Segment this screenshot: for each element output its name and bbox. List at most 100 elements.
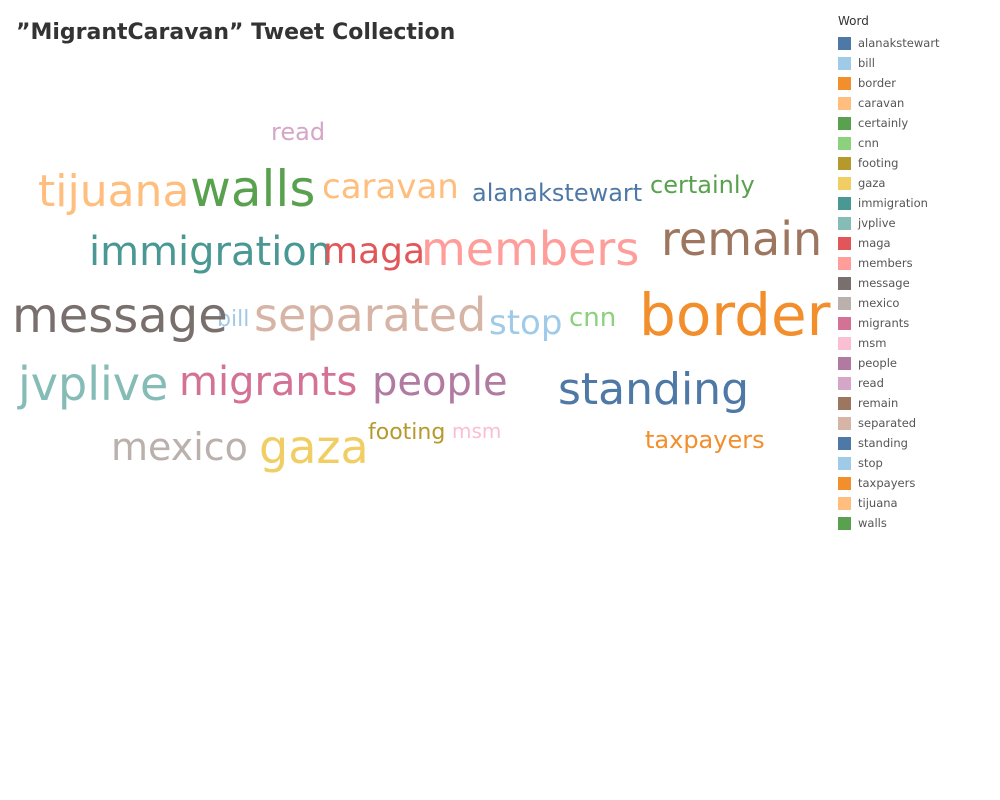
word-standing: standing bbox=[558, 364, 749, 415]
legend-item-cnn: cnn bbox=[838, 133, 988, 153]
legend-item-footing: footing bbox=[838, 153, 988, 173]
legend-item-jvplive: jvplive bbox=[838, 213, 988, 233]
legend-swatch bbox=[838, 416, 851, 430]
word-alanakstewart: alanakstewart bbox=[472, 179, 643, 207]
legend-label: taxpayers bbox=[858, 476, 916, 490]
legend-label: remain bbox=[858, 396, 899, 410]
word-maga: maga bbox=[323, 231, 426, 272]
legend-label: alanakstewart bbox=[858, 36, 940, 50]
word-tijuana: tijuana bbox=[38, 166, 190, 217]
legend-item-border: border bbox=[838, 73, 988, 93]
legend-item-message: message bbox=[838, 273, 988, 293]
legend-item-certainly: certainly bbox=[838, 113, 988, 133]
legend-item-separated: separated bbox=[838, 413, 988, 433]
legend-label: people bbox=[858, 356, 897, 370]
legend-item-walls: walls bbox=[838, 513, 988, 533]
legend-swatch bbox=[838, 156, 851, 170]
legend: Word alanakstewart bill border caravan certa… bbox=[838, 14, 988, 533]
word-stop: stop bbox=[489, 303, 563, 343]
legend-swatch bbox=[838, 96, 851, 110]
legend-item-mexico: mexico bbox=[838, 293, 988, 313]
legend-swatch bbox=[838, 276, 851, 290]
word-gaza: gaza bbox=[259, 420, 369, 474]
legend-swatch bbox=[838, 136, 851, 150]
legend-item-alanakstewart: alanakstewart bbox=[838, 33, 988, 53]
legend-swatch bbox=[838, 116, 851, 130]
legend-swatch bbox=[838, 56, 851, 70]
legend-swatch bbox=[838, 36, 851, 50]
legend-label: members bbox=[858, 256, 913, 270]
legend-label: maga bbox=[858, 236, 891, 250]
legend-label: immigration bbox=[858, 196, 928, 210]
word-remain: remain bbox=[661, 212, 823, 266]
legend-label: bill bbox=[858, 56, 875, 70]
legend-swatch bbox=[838, 476, 851, 490]
legend-item-stop: stop bbox=[838, 453, 988, 473]
word-bill: bill bbox=[217, 307, 250, 332]
legend-item-maga: maga bbox=[838, 233, 988, 253]
legend-swatch bbox=[838, 456, 851, 470]
legend-swatch bbox=[838, 396, 851, 410]
word-walls: walls bbox=[190, 160, 316, 218]
legend-swatch bbox=[838, 496, 851, 510]
legend-swatch bbox=[838, 256, 851, 270]
legend-label: walls bbox=[858, 516, 887, 530]
legend-item-immigration: immigration bbox=[838, 193, 988, 213]
word-footing: footing bbox=[368, 420, 446, 445]
legend-item-tijuana: tijuana bbox=[838, 493, 988, 513]
legend-label: message bbox=[858, 276, 910, 290]
word-migrants: migrants bbox=[179, 359, 358, 405]
legend-label: separated bbox=[858, 416, 917, 430]
legend-swatch bbox=[838, 356, 851, 370]
legend-swatch bbox=[838, 76, 851, 90]
word-members: members bbox=[421, 222, 640, 276]
legend-swatch bbox=[838, 176, 851, 190]
legend-item-members: members bbox=[838, 253, 988, 273]
legend-item-remain: remain bbox=[838, 393, 988, 413]
legend-swatch bbox=[838, 196, 851, 210]
legend-swatch bbox=[838, 436, 851, 450]
chart-title: ”MigrantCaravan” Tweet Collection bbox=[16, 20, 456, 45]
legend-label: read bbox=[858, 376, 884, 390]
word-people: people bbox=[372, 359, 508, 405]
legend-item-gaza: gaza bbox=[838, 173, 988, 193]
legend-label: standing bbox=[858, 436, 908, 450]
legend-item-read: read bbox=[838, 373, 988, 393]
legend-swatch bbox=[838, 336, 851, 350]
legend-label: cnn bbox=[858, 136, 879, 150]
legend-label: msm bbox=[858, 336, 887, 350]
word-msm: msm bbox=[452, 419, 502, 443]
legend-label: caravan bbox=[858, 96, 905, 110]
legend-label: migrants bbox=[858, 316, 910, 330]
legend-label: gaza bbox=[858, 176, 886, 190]
word-taxpayers: taxpayers bbox=[645, 426, 765, 454]
word-message: message bbox=[12, 288, 228, 344]
legend-item-migrants: migrants bbox=[838, 313, 988, 333]
legend-items: alanakstewart bill border caravan certainly c… bbox=[838, 33, 988, 533]
legend-label: stop bbox=[858, 456, 883, 470]
legend-label: mexico bbox=[858, 296, 900, 310]
word-caravan: caravan bbox=[322, 167, 459, 207]
legend-swatch bbox=[838, 376, 851, 390]
legend-label: footing bbox=[858, 156, 899, 170]
word-certainly: certainly bbox=[650, 171, 755, 199]
legend-item-people: people bbox=[838, 353, 988, 373]
word-cloud: alanakstewart bill border caravan certainly c… bbox=[12, 118, 830, 474]
word-mexico: mexico bbox=[111, 425, 248, 469]
word-jvplive: jvplive bbox=[18, 357, 169, 411]
legend-swatch bbox=[838, 516, 851, 530]
legend-item-bill: bill bbox=[838, 53, 988, 73]
legend-item-standing: standing bbox=[838, 433, 988, 453]
legend-title: Word bbox=[838, 14, 869, 28]
word-separated: separated bbox=[254, 288, 487, 342]
word-read: read bbox=[271, 118, 326, 146]
legend-label: border bbox=[858, 76, 896, 90]
legend-swatch bbox=[838, 296, 851, 310]
legend-label: tijuana bbox=[858, 496, 898, 510]
legend-swatch bbox=[838, 236, 851, 250]
legend-item-taxpayers: taxpayers bbox=[838, 473, 988, 493]
legend-item-caravan: caravan bbox=[838, 93, 988, 113]
legend-item-msm: msm bbox=[838, 333, 988, 353]
legend-swatch bbox=[838, 216, 851, 230]
legend-swatch bbox=[838, 316, 851, 330]
